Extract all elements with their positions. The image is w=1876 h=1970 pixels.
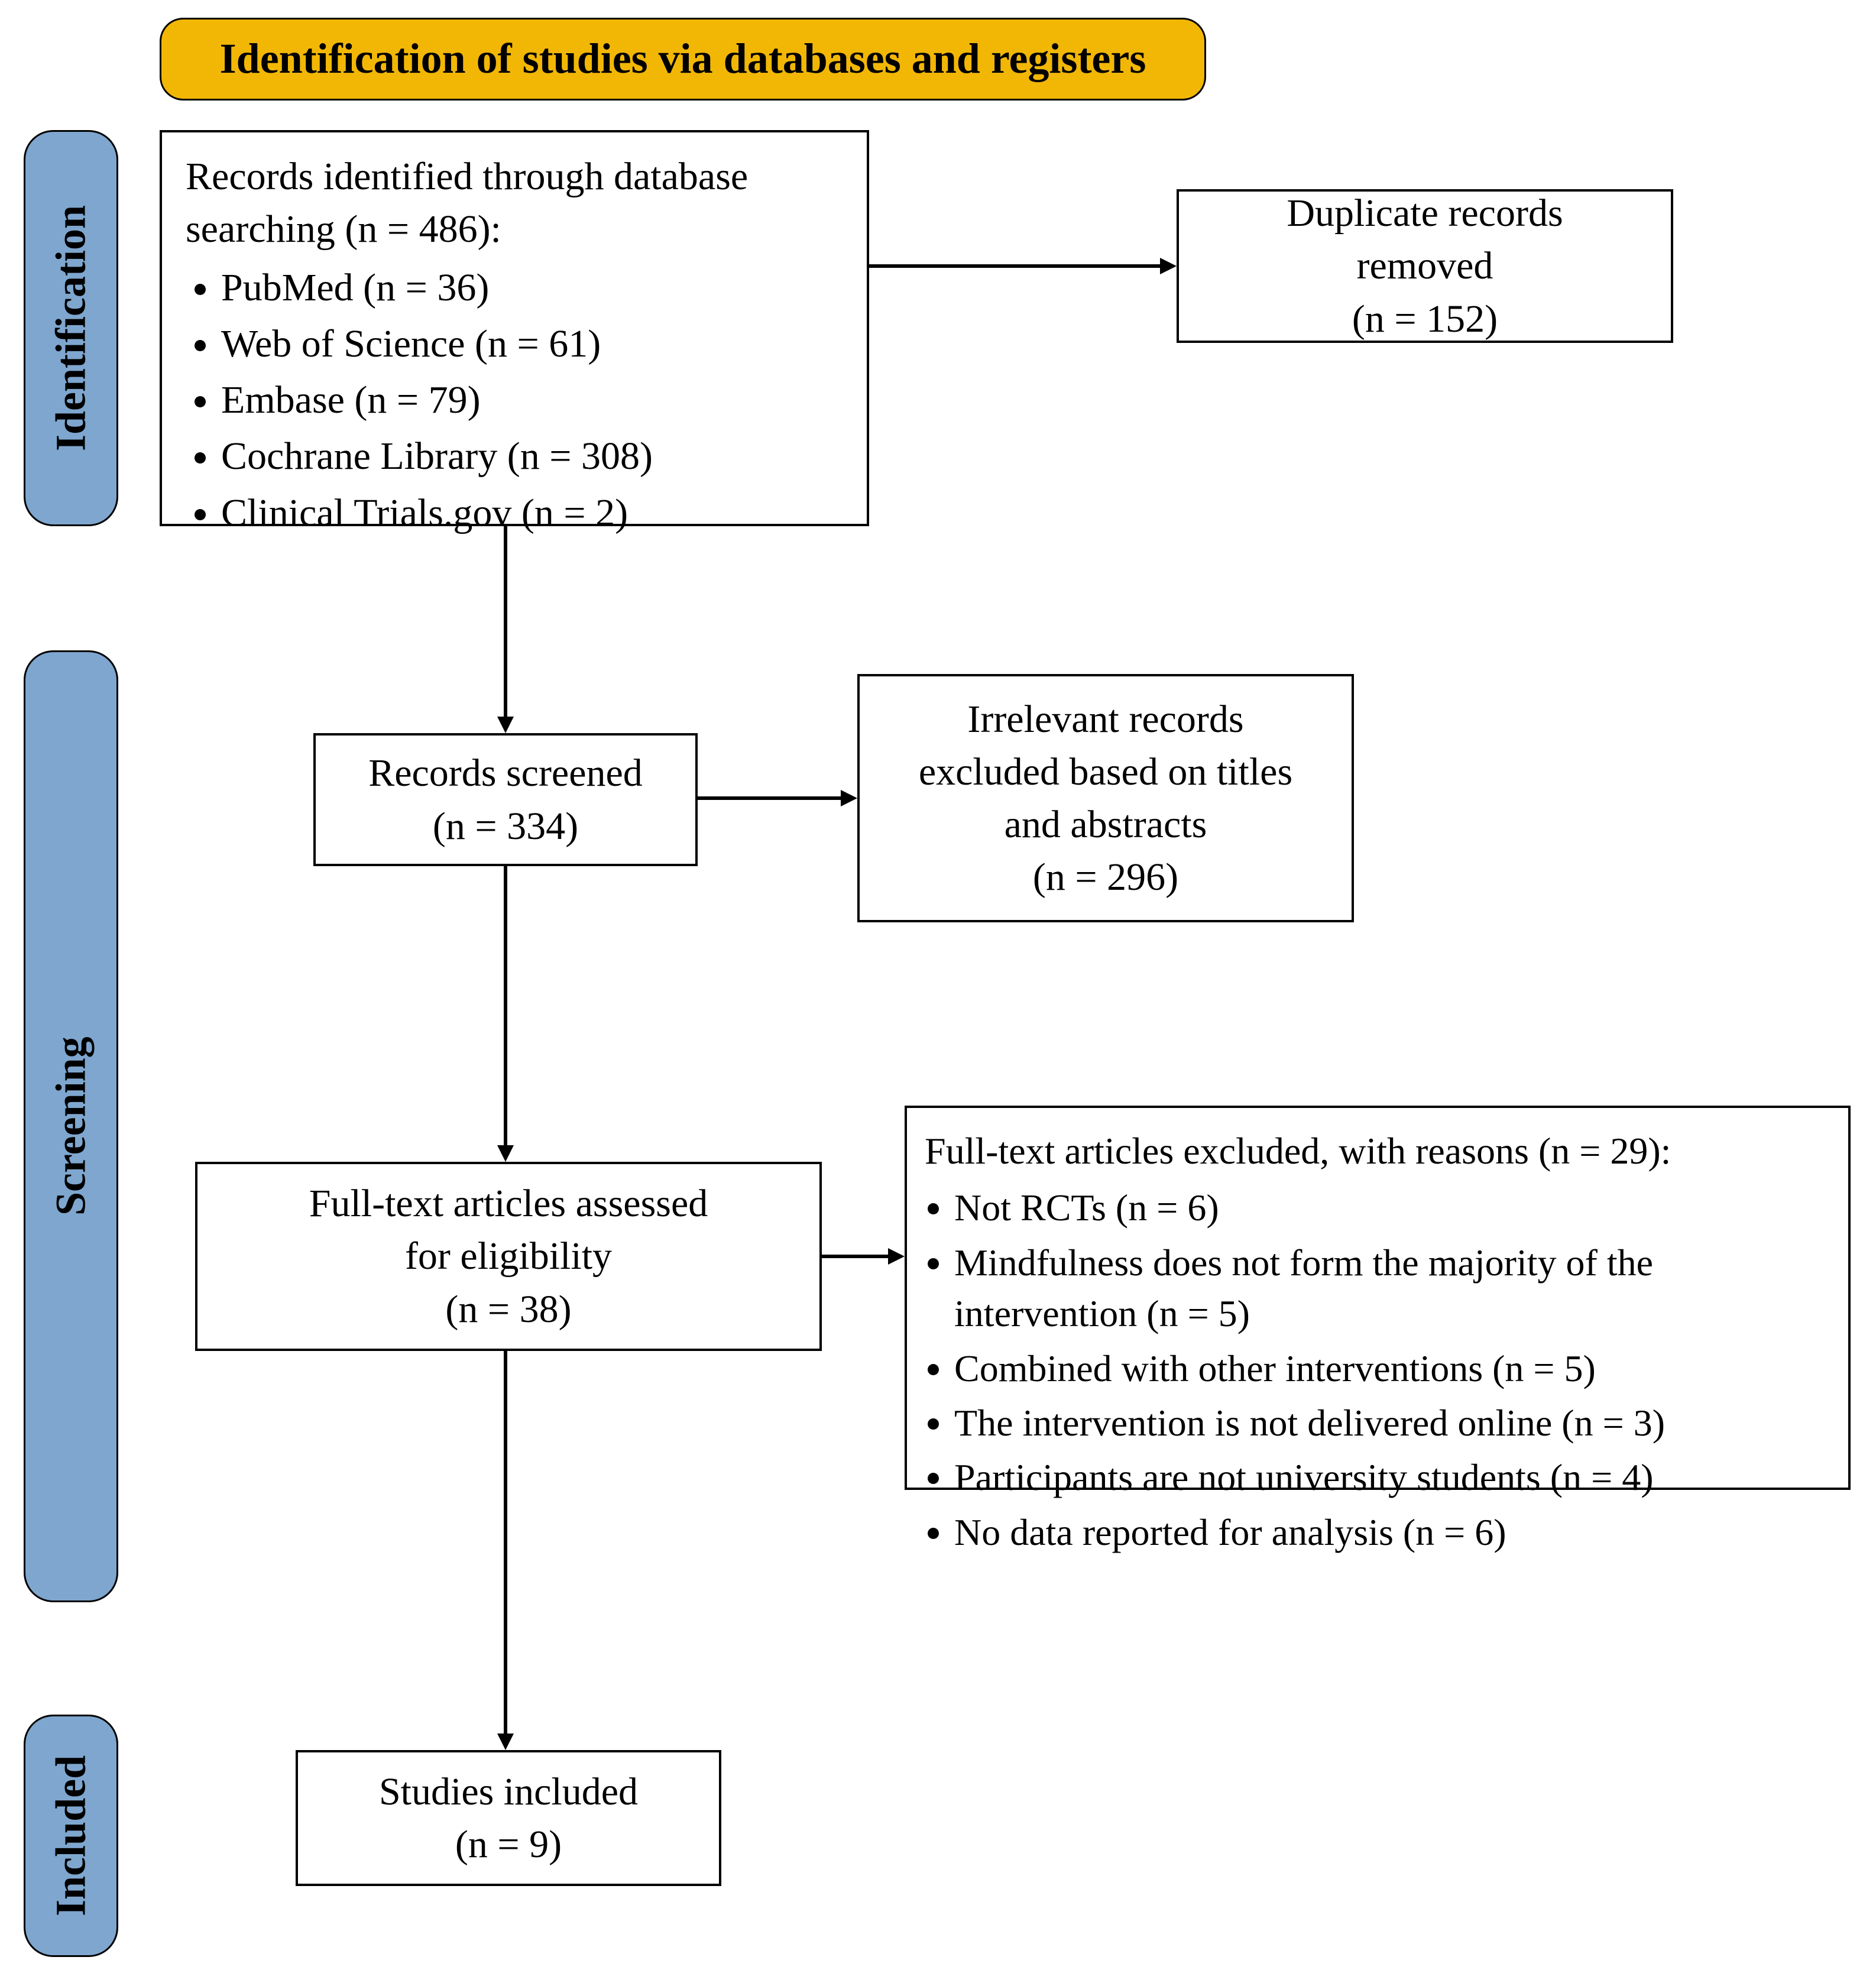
- fulltext-excluded-item: Participants are not university students…: [954, 1452, 1830, 1503]
- identification-list: PubMed (n = 36)Web of Science (n = 61)Em…: [186, 261, 843, 539]
- fulltext-excluded-item: No data reported for analysis (n = 6): [954, 1507, 1830, 1558]
- fulltext-excluded-lead: Full-text articles excluded, with reason…: [925, 1126, 1830, 1177]
- identification-item: Embase (n = 79): [221, 374, 843, 426]
- box-irrelevant: Irrelevant recordsexcluded based on titl…: [857, 674, 1354, 922]
- identification-item: Clinical Trials.gov (n = 2): [221, 487, 843, 539]
- stage-label: Screening: [42, 1037, 99, 1216]
- box-duplicates-text: Duplicate recordsremoved(n = 152): [1287, 187, 1563, 345]
- header-box: Identification of studies via databases …: [160, 18, 1206, 101]
- box-duplicates: Duplicate recordsremoved(n = 152): [1177, 189, 1673, 343]
- arrow-e_full_excl: [822, 1248, 905, 1265]
- box-irrelevant-text: Irrelevant recordsexcluded based on titl…: [919, 693, 1292, 903]
- box-fulltext-assessed: Full-text articles assessedfor eligibili…: [195, 1162, 822, 1351]
- fulltext-excluded-list: Not RCTs (n = 6)Mindfulness does not for…: [925, 1182, 1830, 1558]
- fulltext-excluded-item: Not RCTs (n = 6): [954, 1182, 1830, 1233]
- arrow-e_ident_dup: [869, 258, 1177, 274]
- identification-lead: Records identified through database sear…: [186, 150, 843, 255]
- box-fulltext-excluded: Full-text articles excluded, with reason…: [905, 1106, 1851, 1490]
- identification-item: Web of Science (n = 61): [221, 317, 843, 370]
- stage-label: Included: [42, 1755, 99, 1916]
- box-included: Studies included(n = 9): [296, 1750, 721, 1886]
- arrow-e_screen_full: [497, 866, 514, 1162]
- box-screened-text: Records screened(n = 334): [368, 747, 643, 852]
- box-screened: Records screened(n = 334): [313, 733, 698, 866]
- stage-screening: Screening: [24, 650, 118, 1602]
- fulltext-excluded-item: The intervention is not delivered online…: [954, 1398, 1830, 1449]
- stage-label: Identification: [42, 205, 99, 451]
- arrow-e_screen_irrel: [698, 790, 857, 806]
- fulltext-excluded-item: Mindfulness does not form the majority o…: [954, 1237, 1830, 1340]
- arrow-e_ident_screen: [497, 526, 514, 733]
- prisma-flowchart: Identification of studies via databases …: [0, 0, 1876, 1970]
- stage-identification: Identification: [24, 130, 118, 526]
- box-included-text: Studies included(n = 9): [379, 1765, 638, 1871]
- box-fulltext-assessed-text: Full-text articles assessedfor eligibili…: [309, 1177, 708, 1335]
- arrow-e_full_incl: [497, 1351, 514, 1750]
- header-label: Identification of studies via databases …: [220, 30, 1146, 88]
- box-identification: Records identified through database sear…: [160, 130, 869, 526]
- stage-included: Included: [24, 1715, 118, 1957]
- identification-item: Cochrane Library (n = 308): [221, 430, 843, 482]
- identification-item: PubMed (n = 36): [221, 261, 843, 314]
- fulltext-excluded-item: Combined with other interventions (n = 5…: [954, 1343, 1830, 1394]
